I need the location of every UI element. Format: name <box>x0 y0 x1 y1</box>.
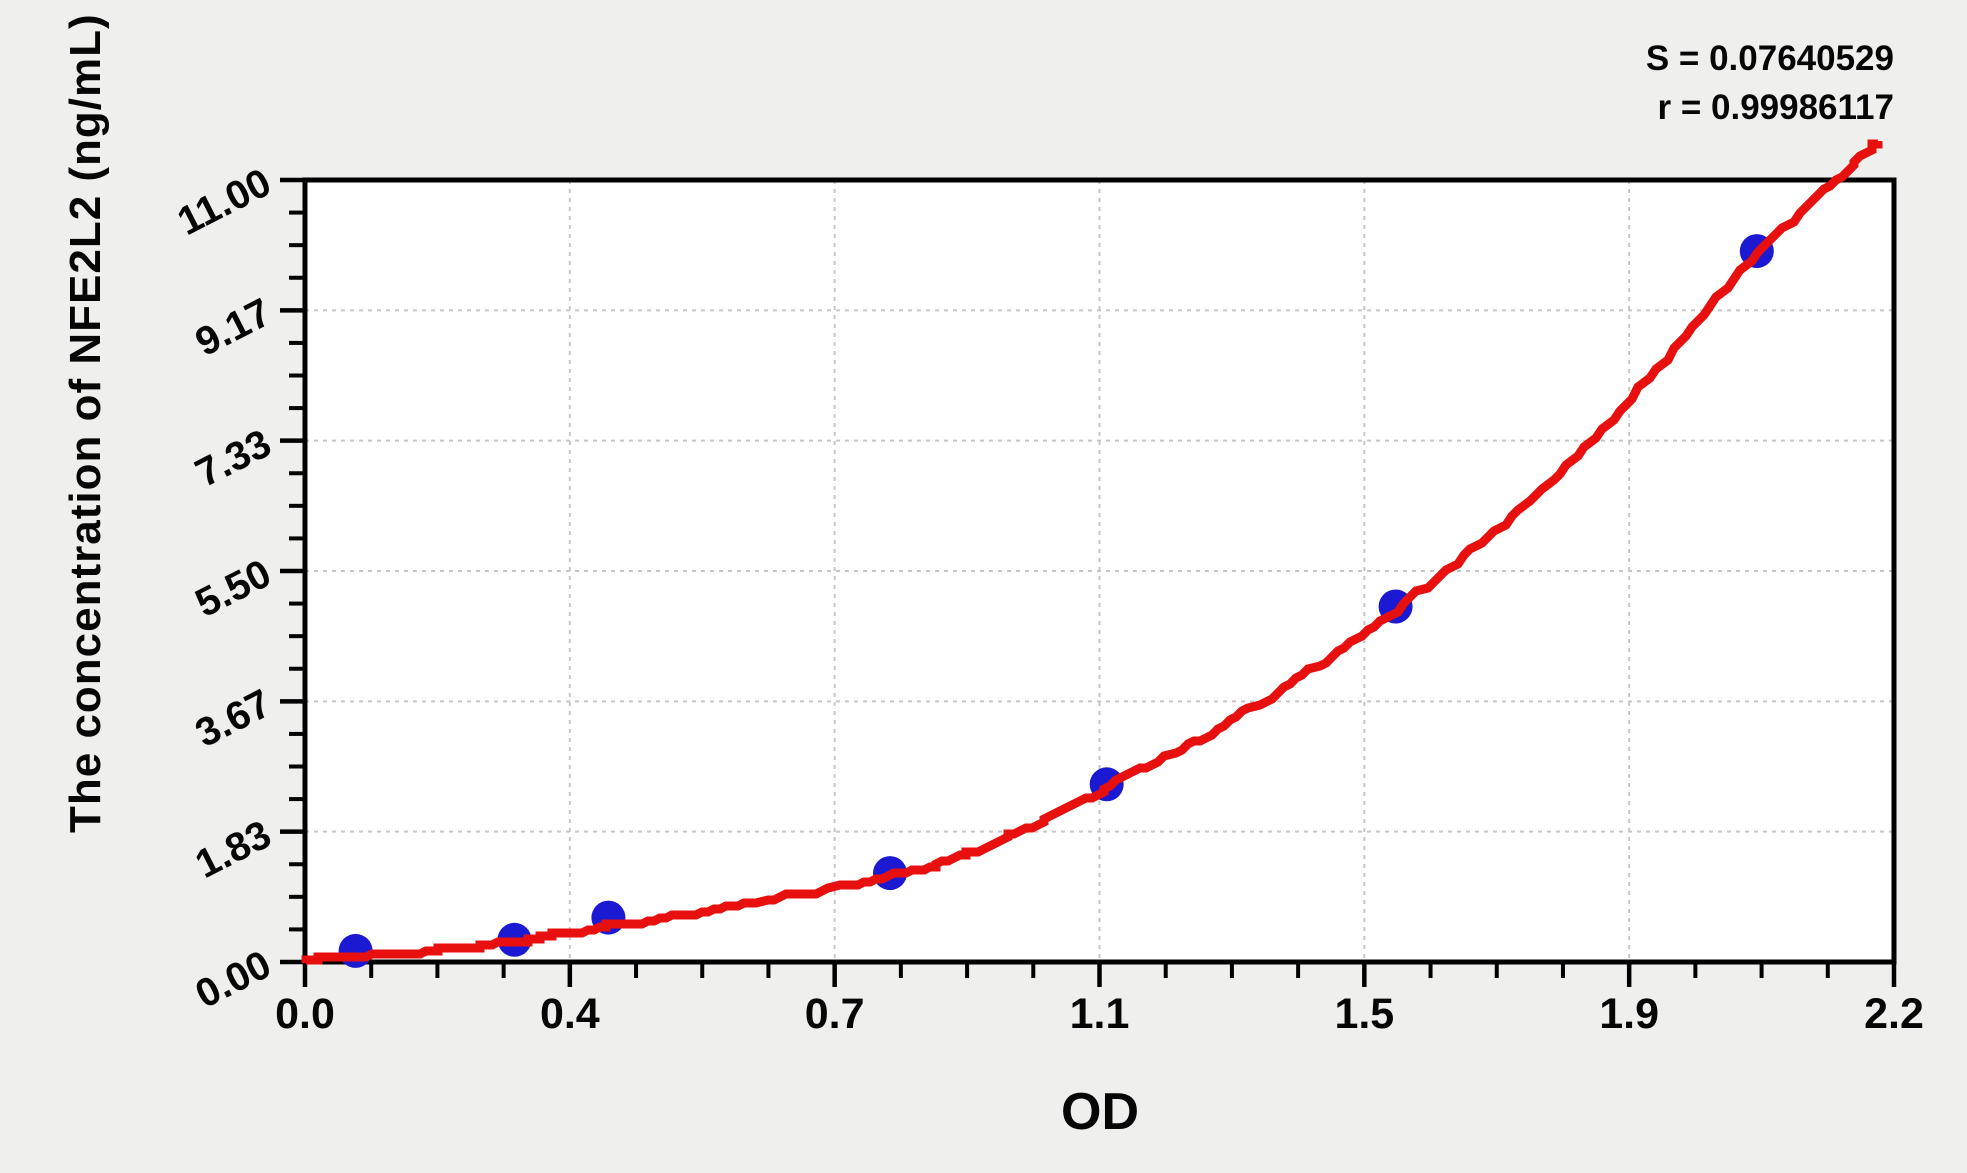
x-tick-label: 1.5 <box>1334 990 1395 1038</box>
x-tick-label: 2.2 <box>1864 990 1924 1038</box>
plot-border <box>302 177 1897 965</box>
fit-statistics: S = 0.07640529 r = 0.99986117 <box>1646 34 1894 132</box>
y-axis-title: The concentration of NFE2L2 (ng/mL) <box>61 13 110 833</box>
x-tick-label: 1.9 <box>1599 990 1660 1038</box>
x-tick-label: 0.0 <box>275 990 335 1038</box>
x-tick-label: 1.1 <box>1069 990 1130 1038</box>
x-tick-label: 0.4 <box>539 990 600 1038</box>
x-axis-title: OD <box>1061 1083 1139 1141</box>
x-tick-label: 0.7 <box>804 990 865 1038</box>
fitted-curve <box>301 139 1883 965</box>
data-point <box>338 933 373 968</box>
stat-r-value: r = 0.99986117 <box>1657 88 1895 127</box>
stat-s-value: S = 0.07640529 <box>1645 39 1894 78</box>
